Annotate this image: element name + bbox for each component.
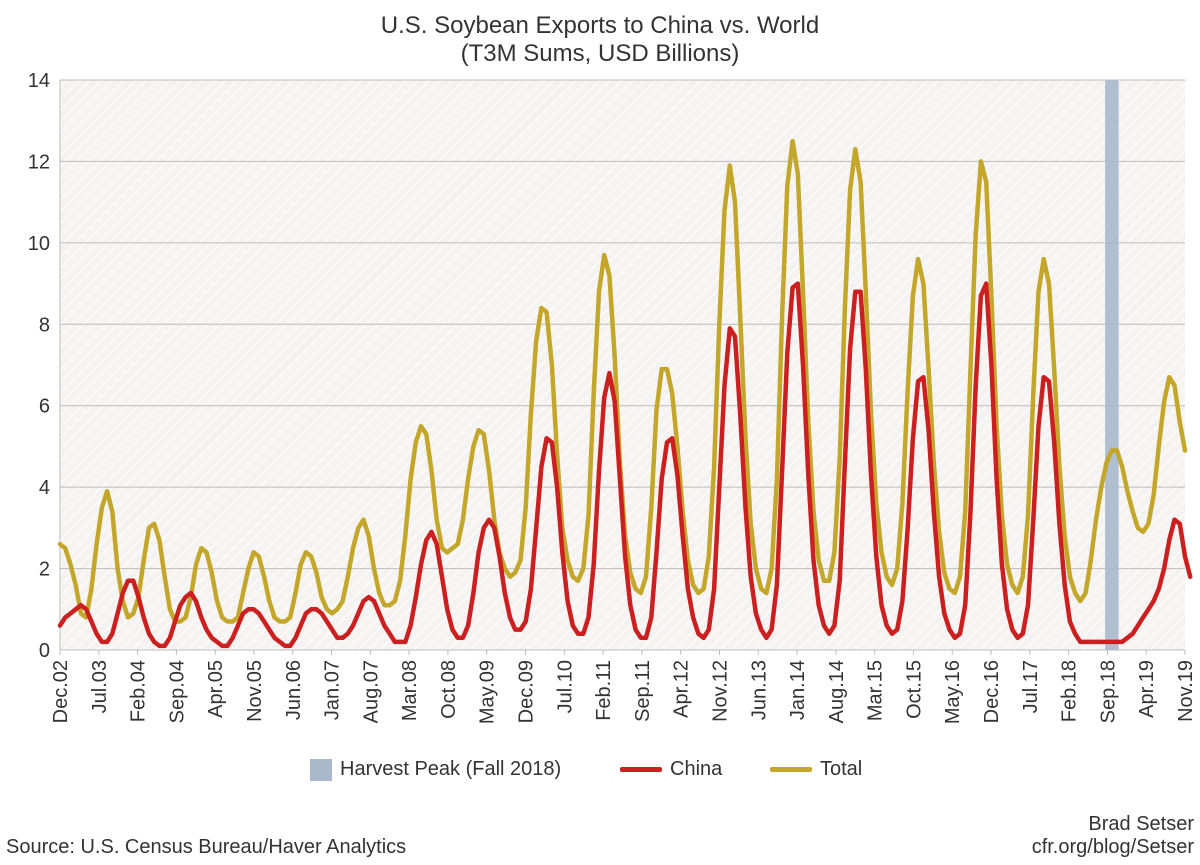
svg-text:8: 8 xyxy=(39,314,50,336)
svg-text:Jul.10: Jul.10 xyxy=(554,660,576,713)
chart-svg: 0 2 4 6 8 10 12 14 Dec.02 Jul.03 Feb.04 Sep.04 Apr.0… xyxy=(0,0,1200,865)
svg-text:Nov.19: Nov.19 xyxy=(1175,660,1197,722)
legend-harvest-label: Harvest Peak (Fall 2018) xyxy=(340,758,561,781)
svg-text:4: 4 xyxy=(39,477,50,499)
legend-china-swatch xyxy=(620,767,662,772)
svg-text:Nov.12: Nov.12 xyxy=(709,660,731,722)
svg-text:Aug.07: Aug.07 xyxy=(360,660,382,723)
svg-text:Mar.15: Mar.15 xyxy=(865,660,887,721)
svg-text:Apr.19: Apr.19 xyxy=(1136,660,1158,718)
svg-text:Aug.14: Aug.14 xyxy=(826,660,848,723)
svg-text:Jul.17: Jul.17 xyxy=(1020,660,1042,713)
svg-text:Apr.05: Apr.05 xyxy=(205,660,227,718)
legend-china-label: China xyxy=(670,758,722,781)
svg-text:May.09: May.09 xyxy=(477,660,499,724)
svg-text:Feb.04: Feb.04 xyxy=(128,660,150,722)
source-text: Source: U.S. Census Bureau/Haver Analyti… xyxy=(6,836,406,859)
legend-harvest-swatch xyxy=(310,759,332,781)
svg-text:Mar.08: Mar.08 xyxy=(399,660,421,721)
legend-total-swatch xyxy=(770,767,812,772)
svg-text:Jun.06: Jun.06 xyxy=(283,660,305,720)
legend-china: China xyxy=(620,758,722,781)
legend-harvest: Harvest Peak (Fall 2018) xyxy=(310,758,561,781)
svg-text:Sep.18: Sep.18 xyxy=(1097,660,1119,723)
legend-total: Total xyxy=(770,758,862,781)
svg-text:May.16: May.16 xyxy=(942,660,964,724)
svg-text:Sep.11: Sep.11 xyxy=(632,660,654,722)
svg-text:Dec.02: Dec.02 xyxy=(50,660,72,723)
legend-total-label: Total xyxy=(820,758,862,781)
chart-root: U.S. Soybean Exports to China vs. World … xyxy=(0,0,1200,865)
svg-text:Apr.12: Apr.12 xyxy=(671,660,693,718)
svg-text:Oct.08: Oct.08 xyxy=(438,660,460,719)
svg-text:Sep.04: Sep.04 xyxy=(166,660,188,723)
svg-text:6: 6 xyxy=(39,396,50,418)
svg-text:Jun.13: Jun.13 xyxy=(748,660,770,720)
svg-text:Dec.16: Dec.16 xyxy=(981,660,1003,723)
svg-text:Dec.09: Dec.09 xyxy=(516,660,538,723)
svg-text:Feb.18: Feb.18 xyxy=(1059,660,1081,722)
svg-text:Nov.05: Nov.05 xyxy=(244,660,266,722)
svg-text:Jul.03: Jul.03 xyxy=(89,660,111,713)
svg-text:2: 2 xyxy=(39,559,50,581)
author-text: Brad Setser xyxy=(1088,813,1194,836)
svg-text:Jan.07: Jan.07 xyxy=(322,660,344,720)
plot-area: 0 2 4 6 8 10 12 14 Dec.02 Jul.03 Feb.04 Sep.04 Apr.0… xyxy=(28,70,1197,724)
svg-text:14: 14 xyxy=(28,70,50,92)
author-url: cfr.org/blog/Setser xyxy=(1032,836,1194,859)
svg-text:12: 12 xyxy=(28,151,50,173)
svg-text:10: 10 xyxy=(28,233,50,255)
svg-text:Feb.11: Feb.11 xyxy=(593,660,615,721)
svg-text:Oct.15: Oct.15 xyxy=(903,660,925,719)
svg-text:Jan.14: Jan.14 xyxy=(787,660,809,720)
svg-text:0: 0 xyxy=(39,640,50,662)
